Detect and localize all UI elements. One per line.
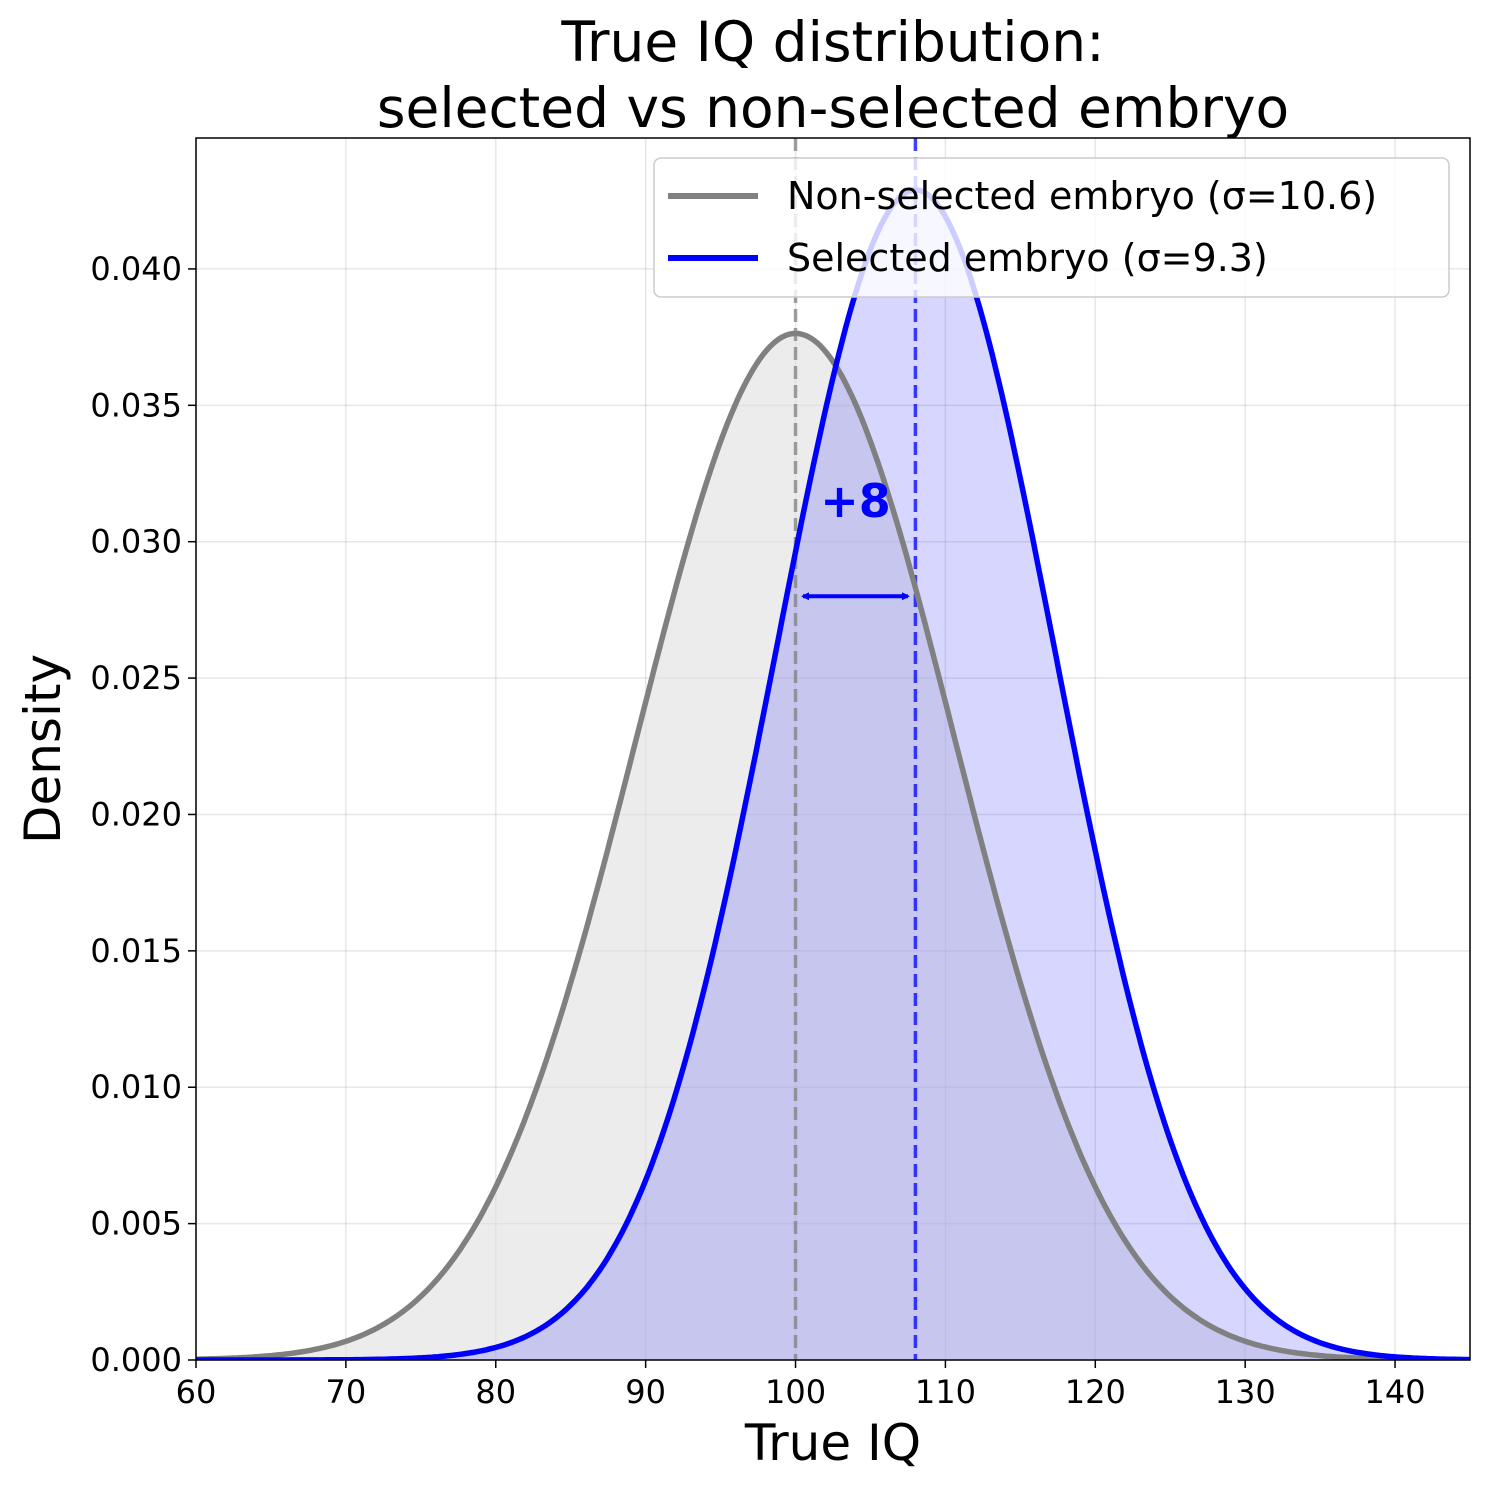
x-tick-label: 120 [1065, 1373, 1126, 1411]
y-tick-label: 0.015 [90, 932, 182, 970]
y-tick-label: 0.025 [90, 659, 182, 697]
y-axis-ticks: 0.000 0.005 0.010 0.015 0.020 0.025 0.030 0.035… [90, 250, 196, 1379]
x-tick-label: 60 [176, 1373, 217, 1411]
x-tick-label: 100 [765, 1373, 826, 1411]
series-fill-0 [196, 333, 1470, 1360]
x-tick-label: 80 [475, 1373, 516, 1411]
plot-frame [195, 137, 1471, 1361]
x-axis-label: True IQ [744, 1414, 921, 1472]
difference-annotation: +8 [801, 474, 910, 601]
x-tick-label: 70 [326, 1373, 367, 1411]
x-tick-label: 130 [1215, 1373, 1276, 1411]
y-tick-label: 0.005 [90, 1205, 182, 1243]
distribution-curves [196, 187, 1470, 1360]
x-tick-label: 90 [625, 1373, 666, 1411]
legend-box [653, 157, 1450, 298]
y-tick-label: 0.000 [90, 1341, 182, 1379]
mean-lines [793, 138, 918, 1360]
x-tick-label: 110 [915, 1373, 976, 1411]
series-line-1 [196, 187, 1470, 1360]
y-tick-label: 0.020 [90, 795, 182, 833]
difference-label: +8 [820, 474, 891, 528]
legend-label-non-selected: Non-selected embryo (σ=10.6) [787, 174, 1377, 218]
legend: Non-selected embryo (σ=10.6) Selected em… [653, 157, 1450, 298]
y-tick-label: 0.010 [90, 1068, 182, 1106]
x-tick-label: 140 [1365, 1373, 1426, 1411]
y-tick-label: 0.030 [90, 523, 182, 561]
legend-label-selected: Selected embryo (σ=9.3) [787, 236, 1268, 280]
chart-title-line-2: selected vs non-selected embryo [377, 76, 1289, 140]
chart-title-line-1: True IQ distribution: [560, 10, 1104, 74]
x-axis-ticks: 60 70 80 90 100 110 120 130 140 [176, 1360, 1426, 1411]
series-line-0 [196, 330, 1470, 1360]
y-tick-label: 0.035 [90, 386, 182, 424]
y-tick-label: 0.040 [90, 250, 182, 288]
y-axis-label: Density [14, 654, 72, 844]
series-fill-1 [196, 189, 1470, 1360]
distribution-fills [196, 189, 1470, 1360]
